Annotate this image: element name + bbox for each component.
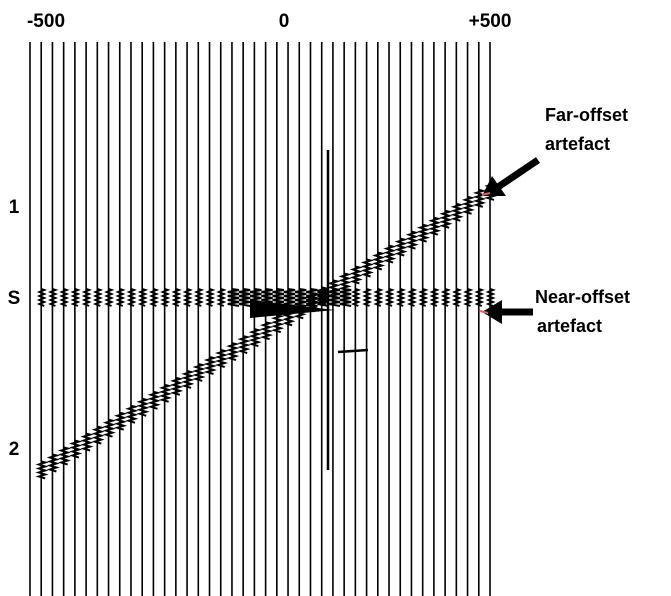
wiggle xyxy=(384,288,395,307)
wiggle xyxy=(428,216,442,236)
wiggle xyxy=(91,425,106,445)
wiggle xyxy=(149,288,160,307)
wiggle xyxy=(102,418,117,438)
wiggle xyxy=(259,321,274,341)
wiggle xyxy=(372,251,386,271)
wiggle xyxy=(36,288,48,307)
wiggle xyxy=(429,288,440,307)
wiggle xyxy=(46,453,61,473)
wiggle xyxy=(115,288,126,307)
offset-label: +500 xyxy=(469,11,512,32)
wiggle xyxy=(416,223,431,243)
wiggle xyxy=(48,288,59,307)
wiggle xyxy=(170,376,184,396)
arrow xyxy=(479,300,533,324)
wiggle xyxy=(104,288,115,307)
offset-label: -500 xyxy=(27,11,65,32)
wiggle xyxy=(126,288,137,307)
wiggle xyxy=(360,258,375,278)
wiggle xyxy=(203,356,218,375)
wiggle xyxy=(214,349,229,368)
wiggle xyxy=(373,288,384,307)
wiggle xyxy=(294,288,307,307)
wiggle xyxy=(114,411,128,431)
events xyxy=(35,150,498,480)
wiggle xyxy=(158,383,173,403)
wiggle xyxy=(349,265,364,285)
wiggle xyxy=(317,288,329,307)
wiggle xyxy=(450,202,465,222)
wiggle xyxy=(59,288,70,307)
annotation-text: artefact xyxy=(545,134,610,154)
wiggle xyxy=(182,288,193,307)
wiggle xyxy=(339,288,352,307)
wiggle xyxy=(485,288,496,307)
wiggle xyxy=(451,288,463,307)
wiggle xyxy=(394,237,408,257)
wiggle xyxy=(137,288,149,307)
wiggle xyxy=(226,342,240,362)
wiggle xyxy=(248,328,263,348)
wiggle xyxy=(92,288,104,307)
wiggle xyxy=(69,439,83,459)
wiggle xyxy=(192,362,206,382)
wiggle xyxy=(227,288,240,307)
wiggle xyxy=(395,288,407,307)
annotation-text: Near-offset xyxy=(535,287,630,307)
arrow xyxy=(481,157,540,196)
wiggle xyxy=(461,195,476,215)
wiggle xyxy=(171,288,182,307)
wiggle xyxy=(283,288,296,307)
wiggle xyxy=(136,397,150,417)
dash xyxy=(337,348,369,354)
time-label: S xyxy=(8,288,21,309)
wiggle xyxy=(81,288,92,307)
wiggle xyxy=(80,432,94,452)
wiggle xyxy=(407,288,418,307)
wiggle xyxy=(405,230,420,250)
wiggle xyxy=(70,288,81,307)
wiggle xyxy=(474,288,485,307)
wiggle xyxy=(350,288,362,307)
wiggle xyxy=(193,288,205,307)
reflection xyxy=(250,300,335,318)
wiggle xyxy=(35,460,49,480)
time-label: 2 xyxy=(9,439,20,460)
wiggle xyxy=(57,446,72,466)
wiggle xyxy=(181,369,195,389)
wiggle xyxy=(383,244,397,264)
wiggle xyxy=(463,288,474,307)
wiggle xyxy=(271,314,285,334)
annotation-text: artefact xyxy=(537,316,602,336)
traces xyxy=(29,42,491,596)
wiggle xyxy=(238,288,251,307)
wiggle xyxy=(205,288,216,307)
wiggle xyxy=(418,288,429,307)
wiggle xyxy=(306,288,318,307)
wiggle xyxy=(125,404,139,424)
offset-label: 0 xyxy=(279,11,290,32)
wiggle xyxy=(473,188,487,208)
wiggle xyxy=(362,288,373,307)
wiggle xyxy=(160,288,171,307)
wiggle xyxy=(216,288,227,307)
time-label: 1 xyxy=(9,197,20,218)
wiggle xyxy=(147,390,162,410)
wiggle xyxy=(439,209,453,229)
wiggle xyxy=(237,335,251,355)
wiggle xyxy=(272,288,285,307)
wiggle xyxy=(338,272,352,292)
wiggle xyxy=(440,288,451,307)
wiggle xyxy=(328,288,341,307)
annotation-text: Far-offset xyxy=(545,105,628,125)
